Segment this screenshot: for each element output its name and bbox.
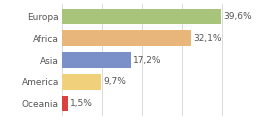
Text: 39,6%: 39,6% bbox=[223, 12, 252, 21]
Bar bbox=[62, 96, 68, 111]
Text: 1,5%: 1,5% bbox=[70, 99, 93, 108]
Text: 17,2%: 17,2% bbox=[133, 55, 162, 65]
Bar bbox=[62, 9, 221, 24]
Bar bbox=[62, 74, 101, 90]
Bar bbox=[62, 52, 131, 68]
Bar bbox=[62, 30, 191, 46]
Text: 9,7%: 9,7% bbox=[103, 77, 126, 86]
Text: 32,1%: 32,1% bbox=[193, 34, 221, 43]
